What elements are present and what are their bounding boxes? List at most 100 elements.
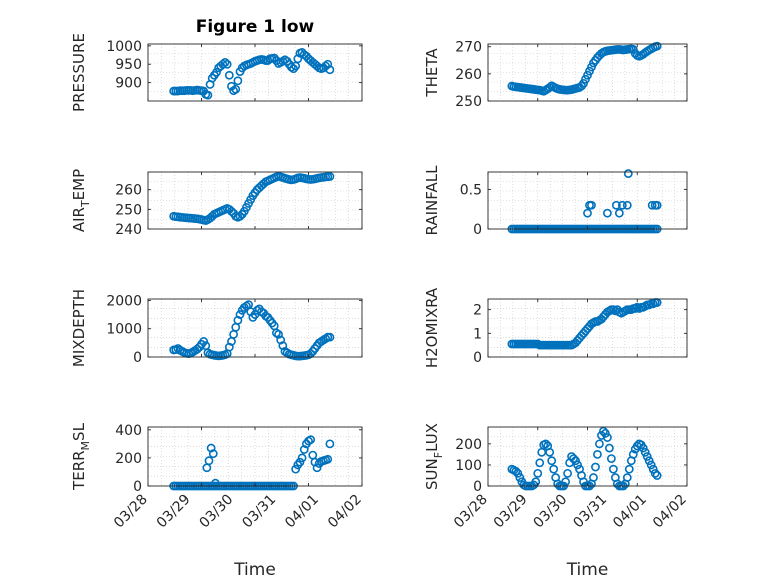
y-tick-label: 260 xyxy=(115,183,142,199)
data-point xyxy=(638,443,648,453)
data-point xyxy=(608,464,618,474)
y-tick-label: 270 xyxy=(455,40,482,56)
data-point xyxy=(545,447,555,457)
y-tick-label: 0 xyxy=(473,350,482,366)
data-point xyxy=(231,84,241,94)
y-tick-label: 2000 xyxy=(106,293,142,309)
y-tick-label: 950 xyxy=(115,57,142,73)
y-tick-label: 400 xyxy=(115,423,142,439)
data-point xyxy=(274,329,283,339)
y-tick-label: 260 xyxy=(455,67,482,83)
data-point xyxy=(611,200,621,210)
y-tick-label: 0 xyxy=(473,222,482,238)
data-point xyxy=(325,172,335,181)
subplot-2: 240 250 260 AIRTEMP xyxy=(70,169,363,238)
x-axis-label: Time xyxy=(233,560,276,580)
data-point xyxy=(603,433,612,442)
data-point xyxy=(199,337,209,346)
data-point xyxy=(297,453,307,463)
y-tick-label: 0 xyxy=(133,350,142,366)
y-axis-label: RAINFALL xyxy=(423,165,441,236)
x-axis-label: Time xyxy=(566,560,609,580)
y-tick-label: 0.5 xyxy=(460,182,482,198)
data-point xyxy=(591,462,600,472)
y-tick-label: 100 xyxy=(455,458,482,474)
data-point xyxy=(541,439,551,449)
y-axis-label: TERRMSL xyxy=(70,422,92,491)
data-point xyxy=(235,211,245,221)
y-tick-label: 250 xyxy=(115,202,142,218)
data-point xyxy=(617,200,627,210)
chart-title: Figure 1 low xyxy=(196,17,315,37)
data-point xyxy=(513,468,523,478)
data-point xyxy=(218,59,228,69)
data-point xyxy=(623,169,633,178)
data-point xyxy=(306,435,316,445)
y-tick-label: 900 xyxy=(115,76,142,92)
data-point xyxy=(603,208,612,218)
data-point xyxy=(208,449,218,459)
subplot-5: 0 1 2 H2OMIXRA xyxy=(423,287,688,368)
y-tick-label: 2 xyxy=(473,303,482,319)
data-point xyxy=(211,478,220,488)
y-axis-label: H2OMIXRA xyxy=(423,287,441,368)
data-point xyxy=(595,439,604,449)
data-point xyxy=(206,443,216,453)
data-point xyxy=(224,70,234,80)
y-axis-label: PRESSURE xyxy=(70,33,88,112)
y-tick-label: 200 xyxy=(455,437,482,453)
y-tick-label: 250 xyxy=(455,94,482,110)
marker-series xyxy=(507,41,662,96)
data-point xyxy=(515,473,525,482)
data-point xyxy=(563,468,572,478)
data-point xyxy=(323,59,333,69)
y-tick-label: 1000 xyxy=(106,322,142,338)
y-tick-label: 1 xyxy=(473,326,482,342)
data-point xyxy=(648,464,658,474)
data-point xyxy=(325,332,335,342)
data-point xyxy=(604,443,614,453)
data-point xyxy=(614,208,624,218)
data-point xyxy=(535,458,545,468)
data-point xyxy=(204,456,214,466)
data-point xyxy=(561,477,571,487)
data-point xyxy=(642,452,652,461)
grid-lines xyxy=(488,172,687,229)
data-point xyxy=(652,41,662,51)
data-point xyxy=(573,460,582,470)
data-point xyxy=(531,477,541,487)
data-point xyxy=(628,449,638,459)
data-point xyxy=(299,445,309,454)
subplot-1: 250 260 270 THETA xyxy=(423,40,688,110)
y-axis-label: THETA xyxy=(423,48,441,98)
y-axis-label: SUNFLUX xyxy=(423,423,445,490)
data-point xyxy=(652,471,662,480)
data-point xyxy=(624,464,634,474)
data-point xyxy=(222,59,232,69)
data-point xyxy=(212,67,221,77)
data-point xyxy=(652,200,662,210)
data-point xyxy=(235,310,245,319)
data-point xyxy=(622,473,632,482)
data-point xyxy=(601,428,610,438)
data-point xyxy=(593,449,602,459)
data-point xyxy=(589,473,598,482)
data-point xyxy=(325,65,335,75)
data-point xyxy=(650,468,660,478)
data-point xyxy=(569,454,578,464)
marker-series xyxy=(507,298,662,350)
marker-series xyxy=(169,300,335,361)
data-point xyxy=(545,83,555,92)
data-point xyxy=(647,200,657,210)
marker-series xyxy=(169,48,335,100)
subplot-0: 900 950 1000 PRESSURE Figure 1 low xyxy=(70,17,363,112)
data-point xyxy=(325,439,335,449)
y-tick-label: 1000 xyxy=(106,39,142,55)
data-point xyxy=(192,344,202,354)
data-point xyxy=(571,456,580,466)
y-tick-label: 240 xyxy=(115,222,142,238)
subplot-4: 0 1000 2000 MIXDEPTH xyxy=(70,289,363,367)
y-tick-label: 200 xyxy=(115,451,142,467)
y-tick-label: 0 xyxy=(133,479,142,495)
